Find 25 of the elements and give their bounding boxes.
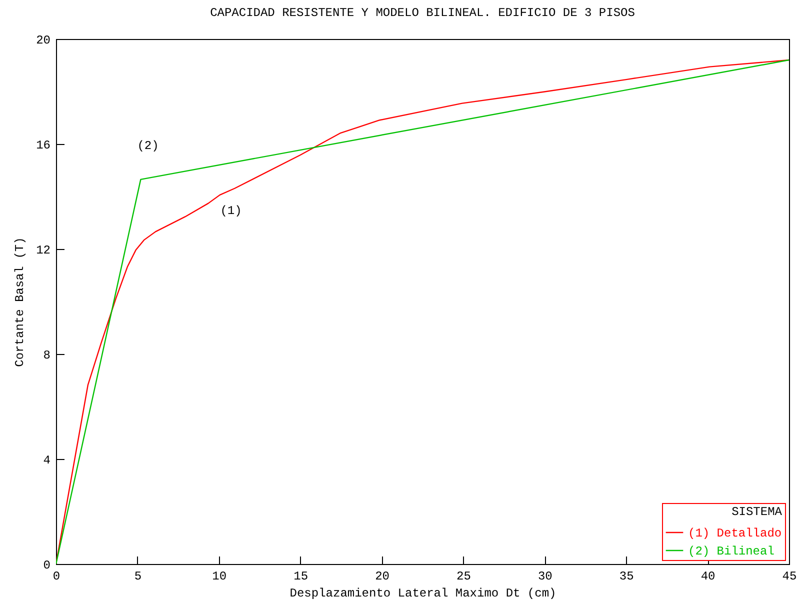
x-axis-title: Desplazamiento Lateral Maximo Dt (cm) — [290, 586, 556, 600]
x-tick-label: 25 — [456, 570, 471, 584]
x-tick-label: 40 — [700, 570, 716, 584]
x-tick-label: 10 — [212, 570, 227, 584]
chart-title: CAPACIDAD RESISTENTE Y MODELO BILINEAL. EDIFICIO DE 3 PISOS — [210, 6, 635, 20]
y-tick-label: 12 — [36, 244, 50, 258]
y-tick-label: 0 — [43, 558, 50, 572]
y-axis-title: Cortante Basal (T) — [13, 237, 28, 367]
y-tick-label: 8 — [43, 348, 50, 362]
line-series — [56, 59, 789, 564]
x-tick-label: 0 — [52, 570, 60, 584]
x-tick-label: 30 — [538, 570, 552, 584]
annotation: (1) — [220, 204, 242, 218]
legend-label: (1) Detallado — [688, 526, 782, 540]
y-tick-label: 20 — [36, 34, 50, 48]
legend-title: SISTEMA — [732, 505, 783, 519]
y-tick-label: 16 — [36, 138, 50, 152]
x-tick-label: 20 — [375, 570, 390, 584]
annotation: (2) — [137, 139, 159, 153]
x-tick-label: 5 — [134, 570, 142, 584]
x-tick-label: 15 — [294, 570, 308, 584]
legend-label: (2) Bilineal — [688, 544, 774, 558]
x-tick-label: 45 — [782, 570, 797, 584]
y-tick-label: 4 — [43, 454, 50, 468]
x-tick-label: 35 — [619, 570, 634, 584]
